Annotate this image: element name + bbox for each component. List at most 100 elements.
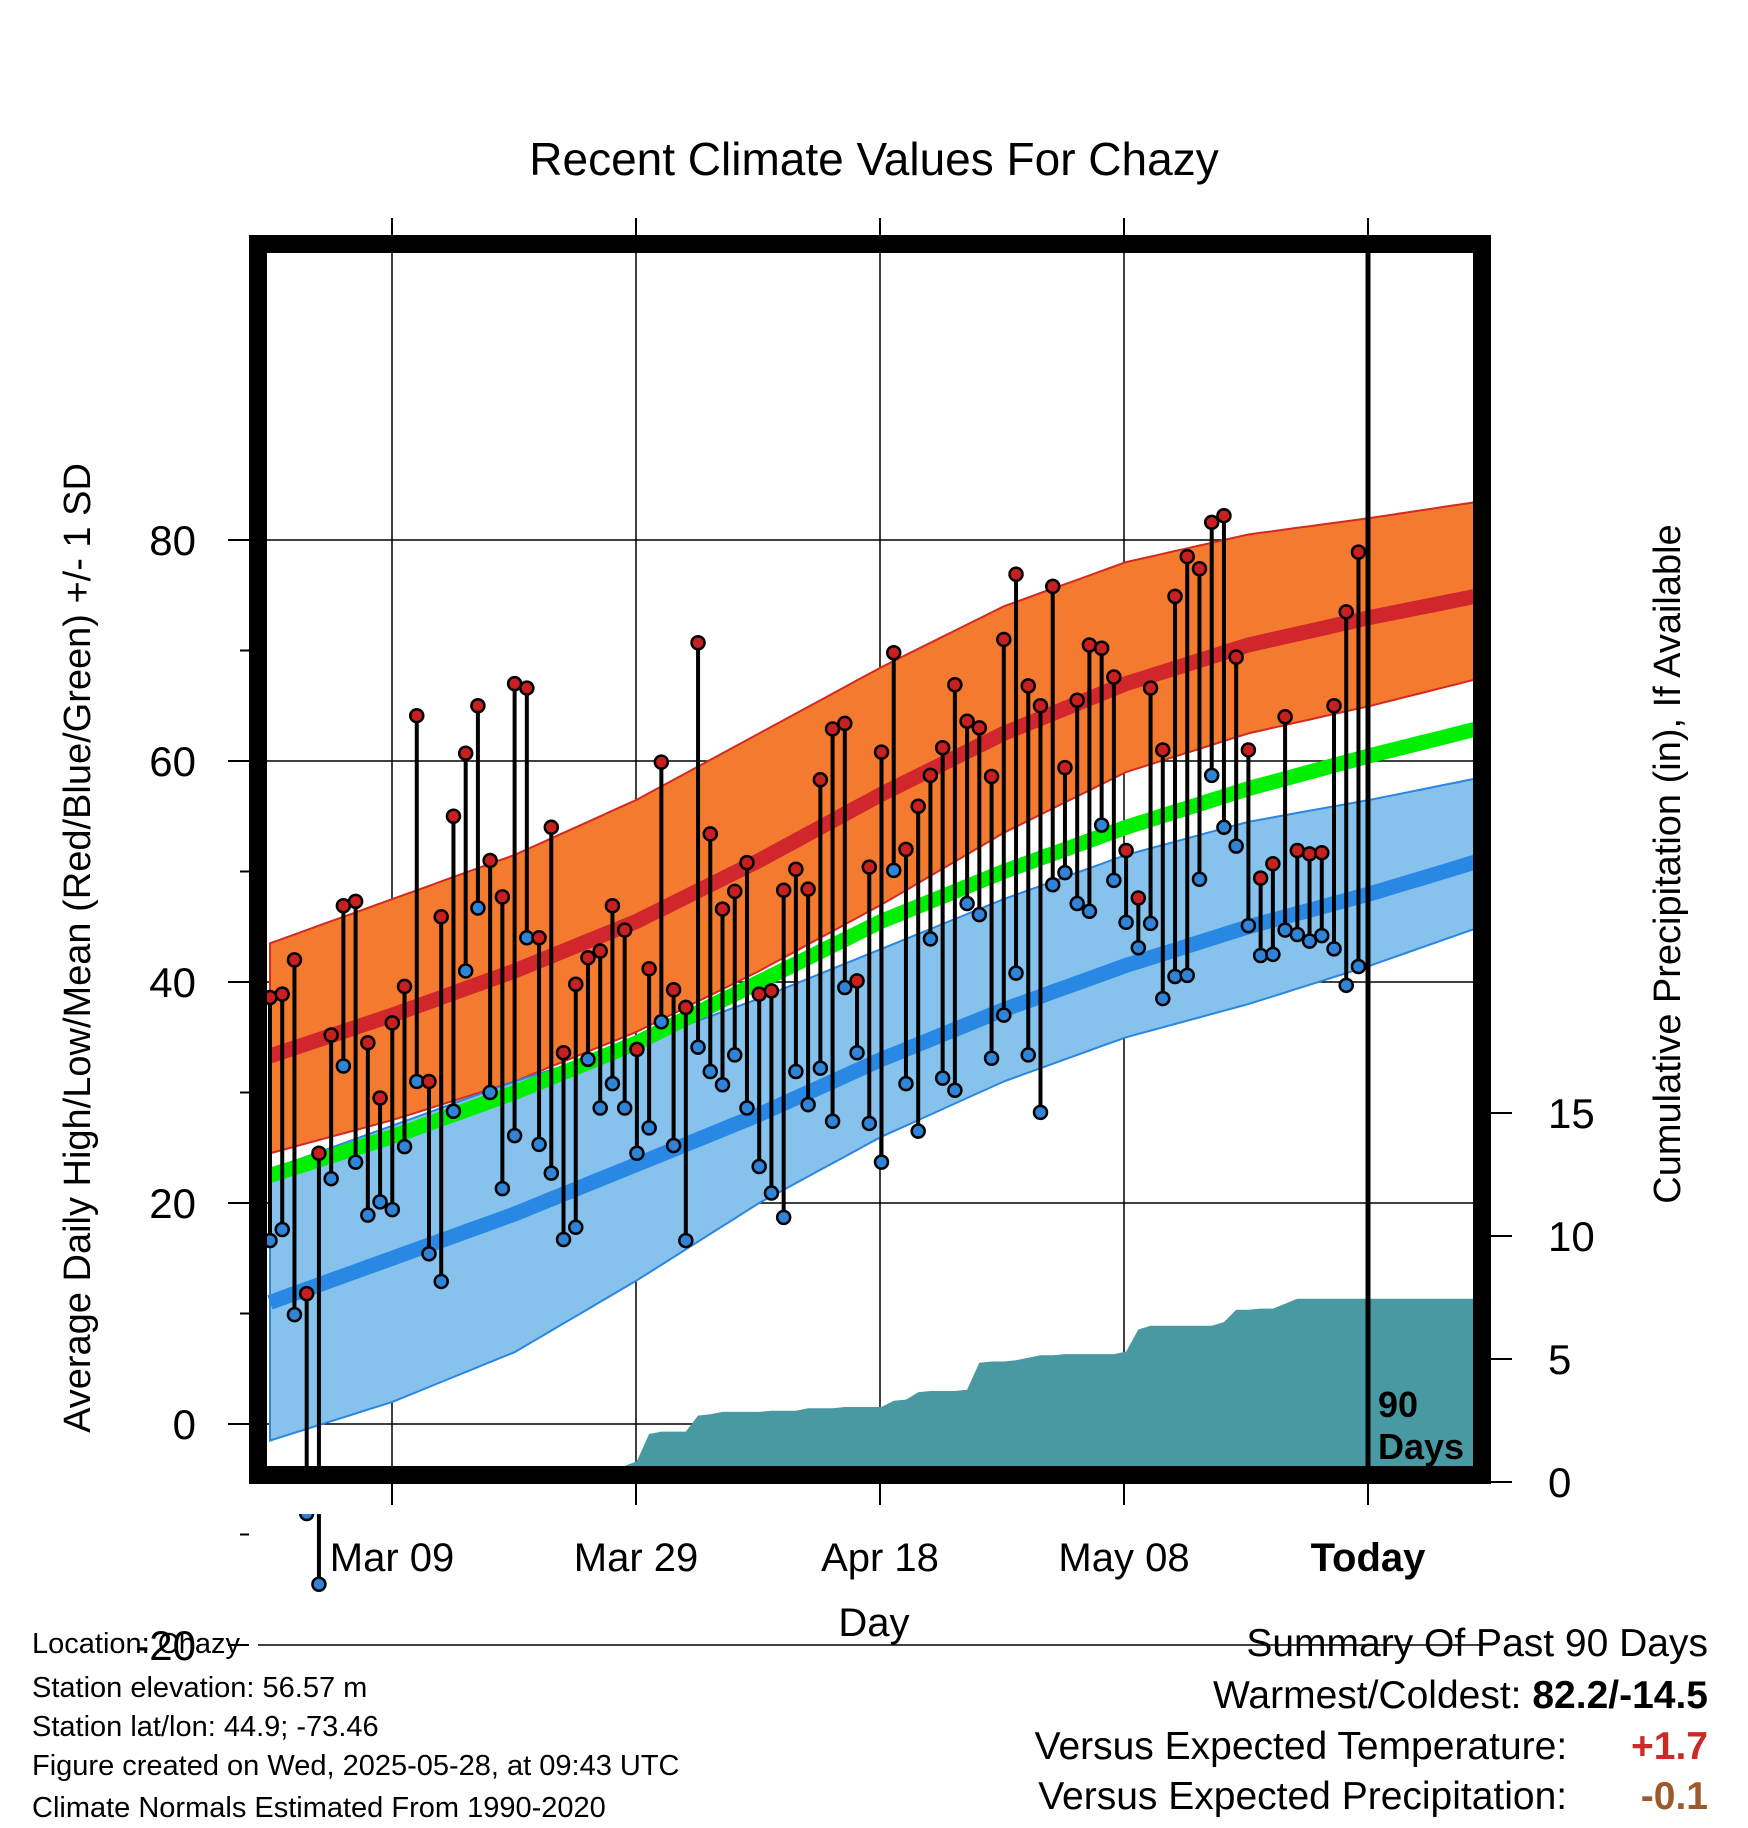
daily-high-point <box>470 698 486 714</box>
daily-low-point <box>1020 1047 1037 1063</box>
daily-high-point <box>1314 844 1330 861</box>
daily-low-point <box>690 1039 706 1055</box>
daily-high-point <box>885 644 902 661</box>
daily-high-point <box>739 854 755 871</box>
warmest-label: Warmest/Coldest: <box>1213 1674 1522 1717</box>
daily-high-point <box>286 952 303 968</box>
daily-low-point <box>1142 915 1159 932</box>
daily-low-point <box>996 1007 1012 1023</box>
daily-low-point <box>543 1165 560 1181</box>
daily-high-point <box>1020 678 1037 694</box>
daily-high-point <box>1142 680 1159 696</box>
daily-low-point <box>763 1185 780 1201</box>
daily-low-point <box>971 906 988 923</box>
x-tick-label: May 08 <box>1058 1536 1189 1580</box>
daily-high-point <box>1191 560 1208 577</box>
daily-low-point <box>837 979 853 996</box>
daily-high-point <box>1277 709 1293 725</box>
mean-line <box>267 720 1483 1183</box>
y2-axis-title: Cumulative Precipitation (in), If Availa… <box>1647 524 1689 1203</box>
daily-high-point <box>1008 566 1024 583</box>
warmest-value: 82.2/-14.5 <box>1532 1674 1708 1717</box>
daily-high-point <box>690 635 706 651</box>
daily-low-point <box>1252 947 1269 964</box>
daily-low-point <box>1155 990 1171 1007</box>
daily-low-point <box>1081 903 1098 920</box>
daily-low-point <box>739 1100 755 1116</box>
daily-high-point <box>800 881 816 897</box>
daily-high-point <box>775 882 792 899</box>
daily-low-point <box>323 1170 339 1187</box>
daily-high-point <box>678 999 694 1016</box>
daily-low-point <box>1350 958 1367 975</box>
daily-low-point <box>555 1231 572 1248</box>
daily-high-point <box>714 901 731 917</box>
daily-low-point <box>457 963 474 979</box>
daily-high-point <box>531 930 547 946</box>
y-tick-label: 0 <box>173 1401 196 1448</box>
daily-high-point <box>898 841 914 858</box>
daily-high-point <box>396 978 413 995</box>
daily-high-point <box>751 986 767 1002</box>
daily-high-point <box>1044 578 1061 595</box>
daily-low-point <box>1338 977 1354 994</box>
daily-low-point <box>1118 914 1134 931</box>
daily-low-point <box>1228 838 1244 854</box>
daily-high-point <box>971 720 988 736</box>
daily-low-point <box>1203 767 1220 784</box>
daily-high-point <box>922 767 939 784</box>
today-marker-label: 90 Days <box>1378 1384 1464 1467</box>
daily-low-point <box>482 1084 498 1101</box>
daily-low-point <box>1314 927 1330 944</box>
latlon-text: Station lat/lon: 44.9; -73.46 <box>32 1711 379 1743</box>
daily-high-point <box>934 739 951 756</box>
daily-high-point <box>1203 514 1220 531</box>
daily-low-point <box>1167 968 1183 985</box>
daily-high-point <box>298 1285 315 1302</box>
daily-high-point <box>824 721 841 737</box>
daily-high-point <box>274 986 290 1002</box>
daily-low-point <box>1326 941 1342 957</box>
x-tick-label: Mar 29 <box>574 1536 699 1580</box>
daily-low-point <box>568 1219 584 1236</box>
created-text: Figure created on Wed, 2025-05-28, at 09… <box>32 1750 680 1782</box>
daily-low-point <box>873 1154 890 1170</box>
daily-high-point <box>592 943 608 959</box>
y-axis-title: Average Daily High/Low/Mean (Red/Blue/Gr… <box>57 463 99 1433</box>
daily-low-point <box>678 1232 694 1249</box>
daily-high-point <box>580 949 596 966</box>
daily-low-point <box>947 1082 963 1099</box>
temp-value: +1.7 <box>1631 1725 1708 1768</box>
daily-high-point <box>616 922 633 938</box>
daily-low-point <box>1179 967 1195 984</box>
daily-low-point <box>1069 895 1085 912</box>
today-label-line: 90 <box>1378 1384 1418 1425</box>
daily-low-point <box>788 1063 804 1080</box>
x-tick-label: Mar 09 <box>330 1536 455 1580</box>
warmest-coldest-row: Warmest/Coldest: 82.2/-14.5 <box>1213 1674 1708 1718</box>
daily-low-point <box>592 1100 608 1116</box>
daily-high-point <box>873 744 890 760</box>
daily-low-point <box>885 862 902 879</box>
daily-low-point <box>959 895 975 912</box>
daily-low-point <box>311 1576 327 1592</box>
location-text: Location: Chazy <box>32 1628 240 1660</box>
x-tick-label: Apr 18 <box>821 1536 939 1580</box>
daily-high-point <box>947 677 963 693</box>
y-tick-label: 60 <box>149 738 196 785</box>
daily-low-point <box>1008 965 1024 981</box>
daily-low-point <box>861 1115 878 1132</box>
daily-low-point <box>445 1103 462 1120</box>
axis-ticks-layer: -20 0 20 40 60 80 0 5 10 15 Mar 09 Mar 29 Apr 18 May … <box>135 218 1595 1669</box>
daily-range-bars-layer <box>262 244 1371 1592</box>
plot-frame <box>0 235 1748 1514</box>
daily-high-point <box>1130 890 1147 906</box>
daily-low-point <box>433 1273 449 1290</box>
daily-low-point <box>616 1100 633 1116</box>
daily-high-point <box>1228 649 1244 665</box>
daily-high-point <box>372 1090 388 1106</box>
daily-high-point <box>849 973 865 989</box>
daily-low-point <box>1289 926 1306 943</box>
daily-low-point <box>702 1063 719 1080</box>
daily-low-point <box>653 1014 670 1030</box>
